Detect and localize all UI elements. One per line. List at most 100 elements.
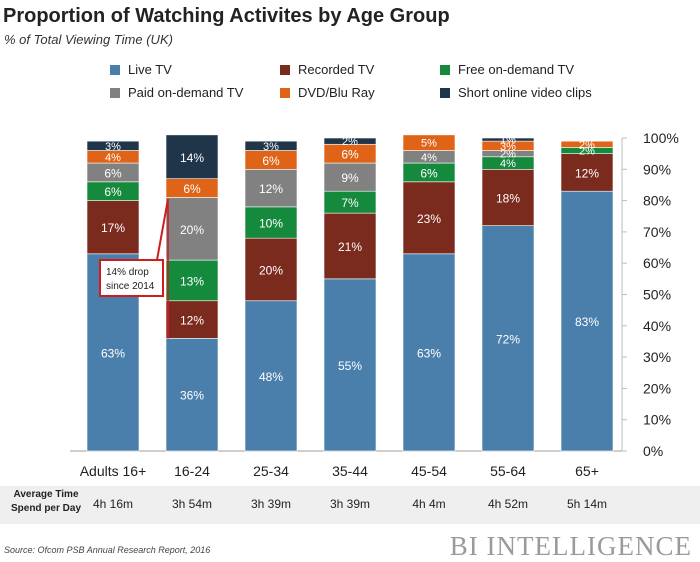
bar-segment-recorded-tv-16-24: [165, 300, 219, 339]
data-label-short-online-video-clips: 3%: [105, 141, 121, 153]
x-tick-label-35-44: 35-44: [332, 463, 368, 479]
footer-value-45-54: 4h 4m: [412, 497, 446, 511]
legend-swatch: [440, 64, 450, 75]
data-label-dvd-blu-ray: 3%: [500, 141, 516, 153]
data-label-live-tv: 83%: [575, 315, 599, 329]
data-label-recorded-tv: 21%: [338, 240, 362, 254]
data-label-short-online-video-clips: 2%: [342, 136, 358, 148]
data-label-free-on-demand-tv: 10%: [259, 217, 283, 231]
data-label-paid-on-demand-tv: 20%: [180, 223, 204, 237]
data-label-short-online-video-clips: 14%: [180, 151, 204, 165]
bar-segment-short-online-video-clips-35-44: [323, 137, 377, 145]
y-tick-label: 0%: [643, 443, 663, 459]
data-label-recorded-tv: 12%: [180, 314, 204, 328]
chart-title: Proportion of Watching Activites by Age …: [3, 5, 450, 27]
y-tick-label: 20%: [643, 380, 671, 396]
data-label-dvd-blu-ray: 5%: [421, 138, 437, 150]
y-tick-label: 30%: [643, 349, 671, 365]
legend-label: Paid on-demand TV: [128, 85, 244, 100]
data-label-paid-on-demand-tv: 6%: [104, 166, 122, 180]
x-tick-label-55-64: 55-64: [490, 463, 526, 479]
brand-logo: BI INTELLIGENCE: [449, 531, 692, 561]
annotation-text-line1: 14% drop: [106, 267, 149, 278]
bar-segment-paid-on-demand-tv-16-24: [165, 197, 219, 261]
footer-value-35-44: 3h 39m: [329, 497, 371, 511]
legend-swatch: [280, 64, 290, 75]
y-tick-label: 80%: [643, 193, 671, 209]
footer-value-16-24: 3h 54m: [171, 497, 213, 511]
footer-value-adults-16: 4h 16m: [92, 497, 134, 511]
legend-item-paid-on-demand-tv: Paid on-demand TV: [110, 85, 243, 100]
bar-segment-dvd-blu-ray-65: [560, 140, 614, 148]
data-label-dvd-blu-ray: 2%: [579, 139, 595, 151]
data-label-free-on-demand-tv: 13%: [180, 274, 204, 288]
source-note: Source: Ofcom PSB Annual Research Report…: [4, 545, 211, 555]
bar-segment-paid-on-demand-tv-25-34: [244, 169, 298, 208]
bar-segment-recorded-tv-25-34: [244, 237, 298, 302]
footer-value-55-64: 4h 52m: [487, 497, 529, 511]
data-label-free-on-demand-tv: 6%: [420, 166, 438, 180]
legend-item-short-online-video-clips: Short online video clips: [440, 85, 592, 100]
bar-segment-live-tv-55-64: [481, 225, 535, 452]
data-label-dvd-blu-ray: 6%: [262, 154, 280, 168]
data-label-recorded-tv: 23%: [417, 212, 441, 226]
bar-segment-short-online-video-clips-adults-16: [86, 140, 140, 151]
y-tick-label: 10%: [643, 412, 671, 428]
data-label-short-online-video-clips: 1%: [500, 135, 516, 147]
bar-segment-short-online-video-clips-25-34: [244, 140, 298, 151]
x-tick-label-adults-16: Adults 16+: [80, 463, 147, 479]
bar-segment-live-tv-25-34: [244, 300, 298, 452]
annotation-text-line2: since 2014: [106, 281, 155, 292]
data-label-free-on-demand-tv: 7%: [341, 196, 359, 210]
legend-swatch: [280, 87, 290, 98]
bar-segment-free-on-demand-tv-25-34: [244, 206, 298, 239]
footer-label: Average Time Spend per Day: [10, 489, 82, 514]
data-label-live-tv: 55%: [338, 359, 362, 373]
data-label-paid-on-demand-tv: 12%: [259, 182, 283, 196]
chart-subtitle: % of Total Viewing Time (UK): [4, 32, 173, 47]
data-label-live-tv: 63%: [417, 346, 441, 360]
legend-label: DVD/Blu Ray: [298, 85, 375, 100]
data-label-short-online-video-clips: 3%: [263, 141, 279, 153]
data-label-recorded-tv: 20%: [259, 263, 283, 277]
data-label-recorded-tv: 17%: [101, 221, 125, 235]
footer-value-65: 5h 14m: [566, 497, 608, 511]
data-label-recorded-tv: 18%: [496, 191, 520, 205]
bar-segment-live-tv-35-44: [323, 278, 377, 452]
y-tick-label: 90%: [643, 161, 671, 177]
data-label-paid-on-demand-tv: 2%: [500, 149, 516, 161]
legend-item-live-tv: Live TV: [110, 62, 172, 77]
data-label-free-on-demand-tv: 2%: [579, 146, 595, 158]
data-label-recorded-tv: 12%: [575, 166, 599, 180]
data-label-live-tv: 48%: [259, 370, 283, 384]
bar-segment-dvd-blu-ray-45-54: [402, 134, 456, 151]
footer-value-25-34: 3h 39m: [250, 497, 292, 511]
bar-segment-recorded-tv-65: [560, 153, 614, 192]
bar-segment-short-online-video-clips-55-64: [481, 137, 535, 142]
x-tick-label-45-54: 45-54: [411, 463, 447, 479]
y-tick-label: 40%: [643, 318, 671, 334]
legend-swatch: [110, 87, 120, 98]
data-label-dvd-blu-ray: 6%: [183, 182, 201, 196]
legend-swatch: [440, 87, 450, 98]
data-label-live-tv: 63%: [101, 346, 125, 360]
data-label-paid-on-demand-tv: 4%: [421, 152, 437, 164]
footer-band: [0, 486, 700, 524]
legend-item-recorded-tv: Recorded TV: [280, 62, 374, 77]
data-label-live-tv: 36%: [180, 389, 204, 403]
legend-swatch: [110, 64, 120, 75]
legend-label: Live TV: [128, 62, 172, 77]
legend-item-free-on-demand-tv: Free on-demand TV: [440, 62, 574, 77]
x-tick-label-65: 65+: [575, 463, 599, 479]
data-label-free-on-demand-tv: 6%: [104, 185, 122, 199]
y-tick-label: 70%: [643, 224, 671, 240]
annotation-leader-line: [156, 198, 169, 261]
y-tick-label: 50%: [643, 287, 671, 303]
bar-segment-recorded-tv-35-44: [323, 212, 377, 280]
bar-segment-live-tv-65: [560, 190, 614, 452]
data-label-dvd-blu-ray: 4%: [105, 152, 121, 164]
data-label-paid-on-demand-tv: 9%: [341, 171, 359, 185]
legend-label: Free on-demand TV: [458, 62, 575, 77]
y-tick-label: 100%: [643, 130, 679, 146]
